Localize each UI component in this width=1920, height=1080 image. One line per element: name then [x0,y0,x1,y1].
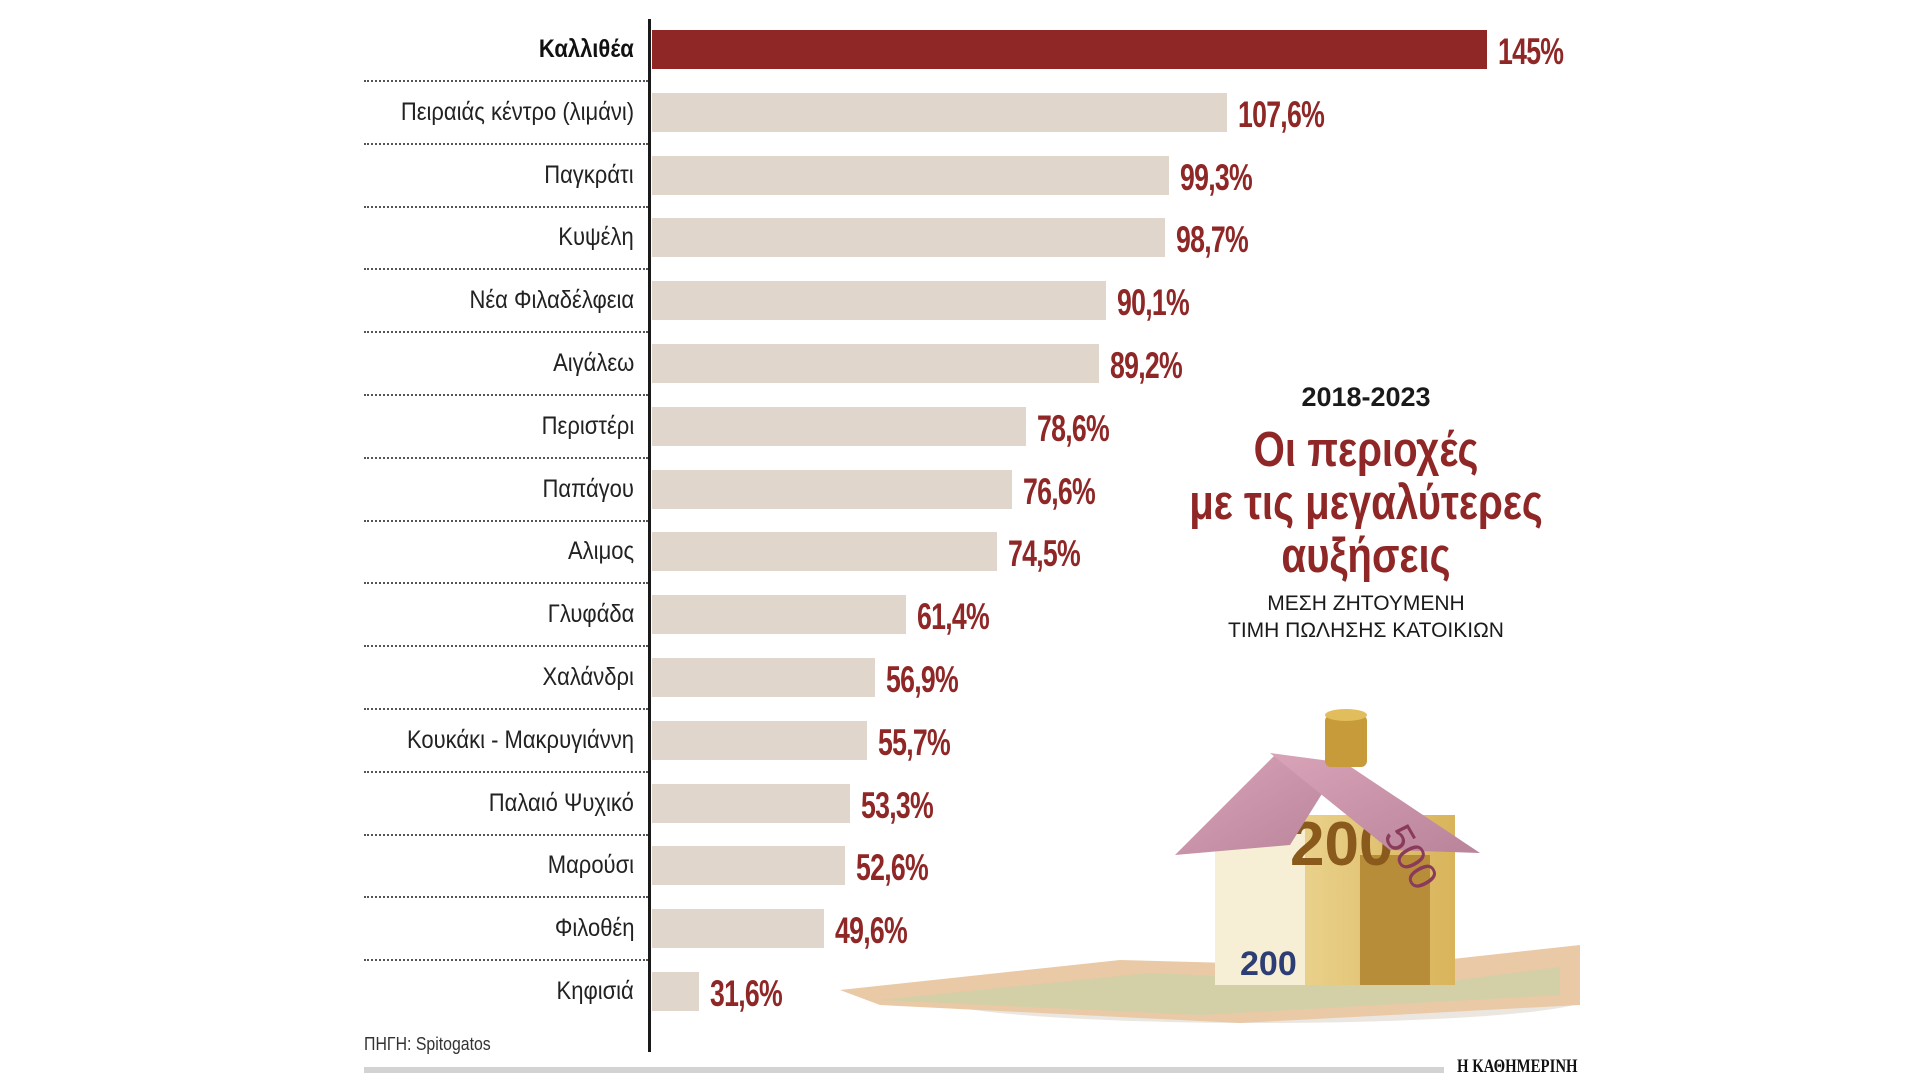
bar [652,658,875,697]
bar [652,783,850,823]
value-label: 78,6% [1036,407,1110,449]
category-label: Παλαιό Ψυχικό [488,788,634,817]
row-separator [364,80,648,82]
value-label: 52,6% [856,847,929,889]
bar [652,595,907,635]
chart-period: 2018-2023 [1301,382,1431,412]
row-separator [364,770,648,773]
category-label: Φιλοθέη [554,914,634,943]
category-label: Κουκάκι - Μακρυγιάννη [407,725,634,754]
category-label: Νέα Φιλαδέλφεια [469,286,634,315]
value-label: 76,6% [1022,470,1096,512]
chart-subtitle-line: ΜΕΣΗ ΖΗΤΟΥΜΕΝΗ [1267,592,1465,615]
category-label: Γλυφάδα [547,600,634,629]
bar [652,218,1166,258]
category-label: Χαλάνδρι [542,663,634,691]
value-label: 98,7% [1176,219,1249,261]
chart-subtitle-line: ΤΙΜΗ ΠΩΛΗΣΗΣ ΚΑΤΟΙΚΙΩΝ [1228,619,1504,642]
category-label: Κυψέλη [558,223,634,252]
row-separator [364,896,648,899]
row-separator [364,519,648,522]
chart-subtitle: ΜΕΣΗ ΖΗΤΟΥΜΕΝΗ ΤΙΜΗ ΠΩΛΗΣΗΣ ΚΑΤΟΙΚΙΩΝ [1166,590,1566,644]
row-separator [364,645,648,648]
category-label: Μαρούσι [547,851,634,880]
category-label: Αλιμος [567,537,634,566]
category-label: Παπάγου [542,474,634,503]
chart-title: Οι περιοχές με τις μεγαλύτερες αυξήσεις [1161,424,1571,583]
bar [652,720,867,760]
chart-title-line: Οι περιοχές [1253,423,1479,477]
row-separator [364,833,648,836]
category-label: Πειραιάς κέντρο (λιμάνι) [400,97,634,126]
value-label: 53,3% [860,784,934,826]
category-label: Περιστέρι [541,411,634,440]
row-separator [364,142,648,145]
category-label: Καλλιθέα [539,35,634,63]
category-label: Κηφισιά [556,977,634,1005]
chart-title-line: με τις μεγαλύτερες [1189,476,1543,530]
row-separator [364,708,648,710]
value-label: 31,6% [710,973,783,1014]
bar [652,532,998,572]
y-axis-line [648,19,651,1052]
publisher-brand: Η ΚΑΘΗΜΕΡΙΝΗ [1457,1056,1578,1077]
row-separator [364,394,648,396]
bar [652,281,1106,321]
bar [652,909,825,949]
row-separator [364,959,648,962]
chart-title-line: αυξήσεις [1281,529,1451,583]
row-separator [364,205,648,208]
value-label: 145% [1497,31,1564,72]
value-label: 99,3% [1180,156,1253,198]
value-label: 61,4% [917,596,990,638]
bar [652,92,1228,132]
category-label: Αιγάλεω [552,349,634,377]
category-label: Παγκράτι [544,160,634,189]
value-label: 90,1% [1116,282,1190,324]
bar [652,344,1100,383]
footer-rule [364,1067,1444,1073]
value-label: 55,7% [877,721,951,763]
bar [652,846,846,886]
bar [652,469,1012,509]
bar [652,155,1170,195]
value-label: 56,9% [885,659,959,700]
value-label: 89,2% [1110,345,1183,386]
source-note: ΠΗΓΗ: Spitogatos [364,1034,491,1054]
value-label: 49,6% [835,910,908,952]
bar [652,30,1487,69]
value-label: 74,5% [1008,533,1081,575]
row-separator [364,582,648,585]
note-label: 200 [1240,945,1297,983]
bar [652,972,700,1011]
row-separator [364,456,648,459]
euro-banknote-house-icon: 200 200 500 [840,709,1580,1023]
row-separator [364,268,648,271]
value-label: 107,6% [1238,93,1325,135]
bar [652,406,1026,446]
row-separator [364,331,648,334]
